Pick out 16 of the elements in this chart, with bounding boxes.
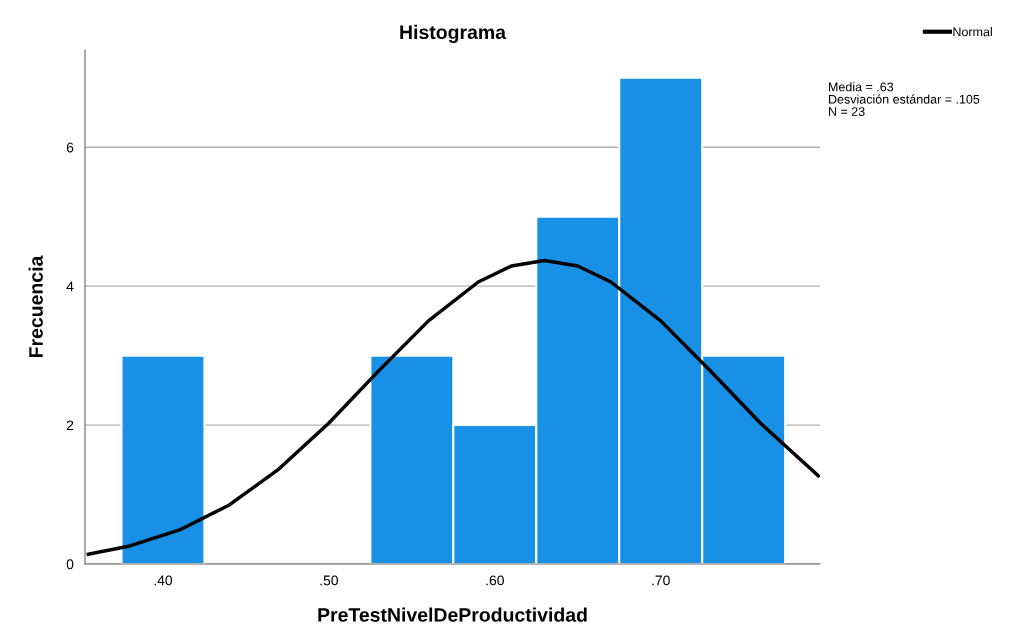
x-tick-label: .40 bbox=[154, 575, 173, 586]
text: N = 23 bbox=[829, 107, 865, 116]
x-tick-label: .60 bbox=[486, 575, 504, 586]
y-tick-label: 4 bbox=[66, 281, 74, 292]
y-axis-title: Frecuencia bbox=[28, 255, 43, 358]
x-axis-title: PreTestNivelDeProductividad bbox=[318, 607, 587, 622]
x-tick-label: .50 bbox=[320, 575, 339, 586]
y-tick-label: 2 bbox=[66, 420, 74, 431]
legend-label: Normal bbox=[953, 27, 992, 37]
y-tick-label: 6 bbox=[66, 142, 74, 153]
chart-title: Histograma bbox=[400, 24, 507, 44]
text: Media = .63 bbox=[829, 82, 894, 92]
x-tick-label: .70 bbox=[652, 575, 670, 586]
line-series bbox=[86, 258, 820, 557]
text: Desviación estándar = .105 bbox=[829, 94, 980, 104]
y-tick-label: 0 bbox=[66, 559, 74, 570]
